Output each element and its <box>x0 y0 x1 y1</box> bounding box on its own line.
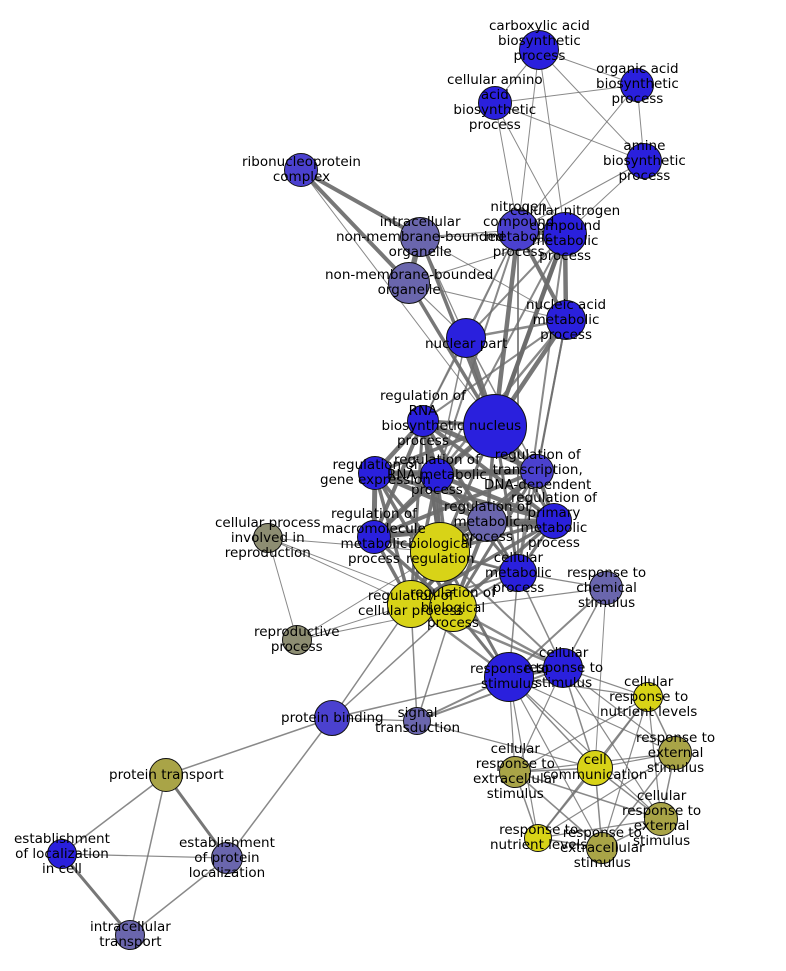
graph-edge <box>537 818 662 839</box>
graph-node-regulation-of-cellular-process[interactable] <box>387 580 435 628</box>
graph-node-biological-regulation[interactable] <box>410 522 470 582</box>
graph-edge <box>493 232 567 428</box>
graph-edge <box>514 771 662 820</box>
graph-node-response-to-extracellular-stimulus[interactable] <box>586 832 618 864</box>
graph-edge <box>494 84 638 104</box>
graph-node-cellular-response-to-nutrient-levels[interactable] <box>633 682 663 712</box>
graph-node-regulation-of-transcription-dna-dependent[interactable] <box>520 454 554 488</box>
graph-edge <box>508 676 662 820</box>
graph-node-cellular-amino-acid-biosynthetic[interactable] <box>478 86 512 120</box>
graph-node-ribonucleoprotein-complex[interactable] <box>284 153 318 187</box>
graph-edge <box>408 233 566 284</box>
graph-edge <box>538 49 566 235</box>
graph-edge <box>60 852 132 937</box>
graph-node-amine-biosynthetic[interactable] <box>626 143 662 179</box>
graph-edge <box>129 857 228 936</box>
graph-node-signal-transduction[interactable] <box>403 707 431 735</box>
graph-node-response-to-nutrient-levels[interactable] <box>524 824 552 852</box>
graph-edge <box>419 233 566 238</box>
graph-node-cellular-process-involved-in-reproduction[interactable] <box>253 523 283 553</box>
graph-edge <box>508 676 603 849</box>
graph-edge <box>517 233 566 574</box>
graph-node-intracellular-transport[interactable] <box>115 920 145 950</box>
graph-edge <box>299 168 411 285</box>
graph-edge <box>165 717 333 776</box>
graph-node-intracellular-non-membrane-bounded-organelle[interactable] <box>400 217 440 257</box>
graph-node-cell-communication[interactable] <box>577 750 613 786</box>
graph-node-reproductive-process[interactable] <box>282 625 312 655</box>
graph-node-regulation-of-metabolic-process[interactable] <box>467 502 507 542</box>
graph-node-regulation-of-rna-metabolic[interactable] <box>420 458 454 492</box>
graph-edge <box>492 227 521 429</box>
graph-edge <box>331 607 454 719</box>
graph-edge <box>422 319 567 422</box>
graph-node-regulation-of-gene-expression[interactable] <box>358 456 392 490</box>
graph-edge <box>538 49 645 162</box>
graph-edge <box>267 537 412 605</box>
graph-edge <box>494 102 519 231</box>
graph-node-regulation-of-macromolecule-metabolic[interactable] <box>357 520 391 554</box>
graph-edge <box>129 774 167 936</box>
graph-node-cellular-response-to-extracellular-stimulus[interactable] <box>499 756 531 788</box>
graph-edge <box>452 587 607 609</box>
graph-edge <box>517 160 645 231</box>
graph-edge <box>416 667 564 722</box>
graph-edge <box>416 720 596 769</box>
graph-node-establishment-of-localization-in-cell[interactable] <box>47 839 77 869</box>
graph-edge <box>61 853 228 859</box>
graph-edge <box>517 84 638 231</box>
graph-edge <box>267 537 298 641</box>
graph-edge <box>408 282 567 321</box>
graph-edge <box>226 717 333 859</box>
graph-edge <box>465 233 566 339</box>
graph-node-establishment-of-protein-localization[interactable] <box>211 842 243 874</box>
graph-node-response-to-chemical-stimulus[interactable] <box>589 571 623 605</box>
graph-edge <box>517 49 540 231</box>
graph-edge <box>494 102 566 235</box>
graph-node-nitrogen-compound-metabolic[interactable] <box>497 209 539 251</box>
graph-node-cellular-metabolic-process[interactable] <box>499 554 537 592</box>
graph-node-cellular-nitrogen-compound-metabolic[interactable] <box>543 212 587 256</box>
graph-edge <box>299 168 422 239</box>
graph-node-carboxylic-acid-biosynthetic[interactable] <box>519 30 559 70</box>
graph-edge <box>508 676 676 754</box>
graph-edge <box>373 471 556 523</box>
graph-node-nucleic-acid-metabolic[interactable] <box>546 300 586 340</box>
graph-node-cellular-response-to-stimulus[interactable] <box>543 648 583 688</box>
graph-edge <box>537 752 676 839</box>
graph-node-response-to-external-stimulus[interactable] <box>658 736 692 770</box>
graph-edge <box>594 587 607 769</box>
graph-edge <box>434 472 557 524</box>
graph-edge <box>419 236 567 321</box>
graph-node-nuclear-part[interactable] <box>446 318 486 358</box>
graph-edge <box>536 319 567 472</box>
graph-node-organic-acid-biosynthetic[interactable] <box>620 68 654 102</box>
graph-node-nucleus[interactable] <box>463 394 527 458</box>
graph-node-cellular-response-to-external-stimulus[interactable] <box>644 802 678 836</box>
graph-node-regulation-of-rna-biosynthetic[interactable] <box>407 405 439 437</box>
graph-edge <box>601 696 649 849</box>
graph-node-non-membrane-bounded-organelle[interactable] <box>388 262 430 304</box>
graph-edge <box>562 667 676 754</box>
graph-edge <box>422 420 519 574</box>
graph-edge <box>514 696 649 773</box>
graph-node-regulation-of-primary-metabolic[interactable] <box>536 503 572 539</box>
graph-node-regulation-of-biological-process[interactable] <box>429 584 477 632</box>
graph-edge <box>61 774 167 855</box>
graph-edge <box>647 696 662 820</box>
graph-edge <box>601 752 676 849</box>
graph-edge <box>514 771 603 849</box>
graph-node-protein-binding[interactable] <box>314 700 350 736</box>
graph-edge <box>372 469 539 539</box>
graph-node-response-to-stimulus[interactable] <box>484 652 534 702</box>
graph-node-protein-transport[interactable] <box>149 758 183 792</box>
graph-edge <box>331 676 510 719</box>
graph-edge <box>494 102 645 162</box>
